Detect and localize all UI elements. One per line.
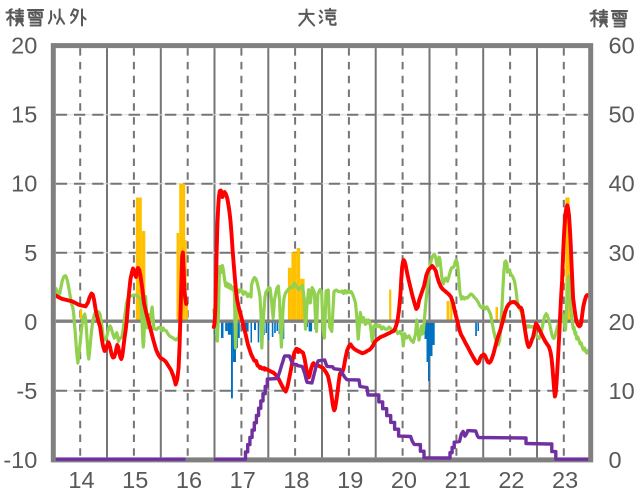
svg-text:5: 5 bbox=[24, 240, 37, 266]
svg-text:14: 14 bbox=[68, 467, 94, 493]
svg-text:17: 17 bbox=[230, 467, 256, 493]
svg-text:22: 22 bbox=[498, 467, 524, 493]
svg-text:16: 16 bbox=[176, 467, 202, 493]
svg-text:20: 20 bbox=[609, 309, 635, 335]
svg-text:18: 18 bbox=[283, 467, 309, 493]
svg-text:10: 10 bbox=[11, 171, 37, 197]
svg-text:-5: -5 bbox=[16, 378, 37, 404]
svg-text:20: 20 bbox=[391, 467, 417, 493]
svg-text:-10: -10 bbox=[3, 447, 37, 473]
svg-text:0: 0 bbox=[609, 447, 622, 473]
svg-text:0: 0 bbox=[24, 309, 37, 335]
svg-text:50: 50 bbox=[609, 102, 635, 128]
svg-text:10: 10 bbox=[609, 378, 635, 404]
svg-text:40: 40 bbox=[609, 171, 635, 197]
svg-text:15: 15 bbox=[122, 467, 148, 493]
svg-text:60: 60 bbox=[609, 33, 635, 59]
svg-text:19: 19 bbox=[337, 467, 363, 493]
svg-text:21: 21 bbox=[445, 467, 471, 493]
svg-text:30: 30 bbox=[609, 240, 635, 266]
svg-text:23: 23 bbox=[552, 467, 578, 493]
svg-text:20: 20 bbox=[11, 33, 37, 59]
svg-text:15: 15 bbox=[11, 102, 37, 128]
